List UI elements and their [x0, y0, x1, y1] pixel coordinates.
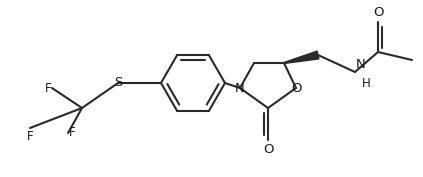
Polygon shape — [284, 51, 319, 64]
Text: N: N — [235, 81, 245, 95]
Text: O: O — [263, 143, 273, 156]
Text: O: O — [291, 81, 301, 95]
Text: O: O — [373, 6, 383, 19]
Text: F: F — [27, 130, 33, 143]
Text: H: H — [362, 77, 371, 90]
Text: S: S — [114, 76, 122, 90]
Text: F: F — [44, 81, 51, 95]
Text: F: F — [69, 127, 76, 139]
Text: N: N — [356, 58, 366, 71]
